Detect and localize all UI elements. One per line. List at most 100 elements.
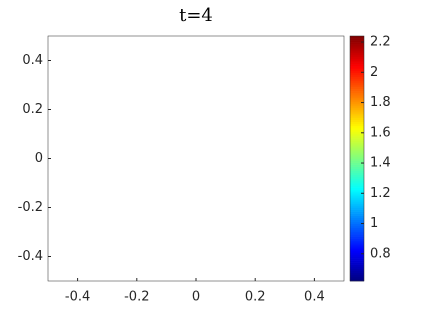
colorbar-swatch bbox=[350, 127, 364, 131]
colorbar-swatch bbox=[350, 197, 364, 200]
colorbar-swatch bbox=[350, 227, 364, 231]
x-tick-label: 0.4 bbox=[304, 290, 325, 305]
colorbar-swatch bbox=[350, 152, 364, 155]
y-tick-label: 0 bbox=[35, 151, 43, 166]
colorbar-swatch bbox=[350, 146, 364, 149]
colorbar-swatch bbox=[350, 221, 364, 225]
colorbar-swatch bbox=[350, 195, 364, 198]
colorbar-swatch bbox=[350, 105, 364, 108]
colorbar-swatch bbox=[350, 178, 364, 182]
colorbar-tick-label: 1.6 bbox=[370, 125, 391, 140]
colorbar-swatch bbox=[350, 272, 364, 276]
colorbar-swatch bbox=[350, 166, 364, 170]
colorbar-swatch bbox=[350, 250, 364, 253]
chart-title: t=4 bbox=[179, 5, 213, 26]
y-tick-label: 0.4 bbox=[22, 53, 43, 68]
colorbar-swatch bbox=[350, 68, 364, 72]
colorbar-swatch bbox=[350, 223, 364, 227]
colorbar-swatch bbox=[350, 183, 364, 186]
colorbar-swatch bbox=[350, 270, 364, 274]
colorbar-swatch bbox=[350, 50, 364, 53]
colorbar-swatch bbox=[350, 95, 364, 98]
colorbar-swatch bbox=[350, 201, 364, 204]
colorbar-swatch bbox=[350, 85, 364, 88]
colorbar-swatch bbox=[350, 170, 364, 174]
colorbar-swatch bbox=[350, 246, 364, 249]
colorbar-swatch bbox=[350, 36, 364, 39]
colorbar-swatch bbox=[350, 101, 364, 104]
colorbar-swatch bbox=[350, 240, 364, 243]
x-tick-label: -0.2 bbox=[124, 290, 149, 305]
colorbar-swatch bbox=[350, 219, 364, 223]
colorbar-swatch bbox=[350, 74, 364, 78]
colorbar-swatch bbox=[350, 258, 364, 261]
colorbar-tick-label: 2 bbox=[370, 65, 378, 80]
colorbar-swatch bbox=[350, 162, 364, 165]
colorbar-swatch bbox=[350, 232, 364, 235]
colorbar-swatch bbox=[350, 158, 364, 161]
colorbar-swatch bbox=[350, 242, 364, 245]
colorbar-swatch bbox=[350, 113, 364, 116]
colorbar-swatch bbox=[350, 268, 364, 272]
colorbar-swatch bbox=[350, 185, 364, 188]
colorbar-tick-label: 1.2 bbox=[370, 186, 391, 201]
colorbar-swatch bbox=[350, 205, 364, 208]
colorbar-swatch bbox=[350, 234, 364, 237]
colorbar-tick-label: 0.8 bbox=[370, 246, 391, 261]
colorbar-swatch bbox=[350, 154, 364, 157]
colorbar-swatch bbox=[350, 211, 364, 214]
colorbar-swatch bbox=[350, 207, 364, 210]
x-tick-label: 0 bbox=[192, 290, 200, 305]
colorbar-tick-label: 1 bbox=[370, 216, 378, 231]
colorbar-swatch bbox=[350, 93, 364, 96]
x-tick-label: 0.2 bbox=[245, 290, 266, 305]
colorbar-swatch bbox=[350, 203, 364, 206]
colorbar-swatch bbox=[350, 60, 364, 63]
colorbar-swatch bbox=[350, 252, 364, 255]
colorbar-swatch bbox=[350, 38, 364, 41]
colorbar-swatch bbox=[350, 229, 364, 233]
y-tick-label: -0.2 bbox=[18, 200, 43, 215]
colorbar-swatch bbox=[350, 244, 364, 247]
colorbar-swatch bbox=[350, 129, 364, 133]
colorbar-swatch bbox=[350, 187, 364, 190]
colorbar-swatch bbox=[350, 278, 364, 282]
colorbar-swatch bbox=[350, 56, 364, 59]
colorbar-swatch bbox=[350, 164, 364, 167]
colorbar-swatch bbox=[350, 48, 364, 51]
colorbar-swatch bbox=[350, 109, 364, 112]
colorbar-swatch bbox=[350, 236, 364, 239]
colorbar-swatch bbox=[350, 58, 364, 61]
colorbar-swatch bbox=[350, 213, 364, 216]
colorbar-swatch bbox=[350, 176, 364, 180]
colorbar-swatch bbox=[350, 276, 364, 280]
colorbar-swatch bbox=[350, 193, 364, 196]
colorbar-swatch bbox=[350, 260, 364, 263]
colorbar-swatch bbox=[350, 264, 364, 268]
colorbar-swatch bbox=[350, 119, 364, 123]
colorbar-swatch bbox=[350, 199, 364, 202]
colorbar-tick-label: 1.8 bbox=[370, 95, 391, 110]
colorbar-tick-label: 2.2 bbox=[370, 35, 391, 50]
x-tick-label: -0.4 bbox=[65, 290, 90, 305]
colorbar-swatch bbox=[350, 256, 364, 259]
colorbar-swatch bbox=[350, 107, 364, 110]
colorbar-swatch bbox=[350, 225, 364, 229]
colorbar-swatch bbox=[350, 266, 364, 270]
colorbar-swatch bbox=[350, 42, 364, 45]
colorbar-swatch bbox=[350, 82, 364, 86]
colorbar-swatch bbox=[350, 144, 364, 147]
colorbar-frame bbox=[349, 35, 365, 282]
y-tick-label: 0.2 bbox=[22, 102, 43, 117]
colorbar-swatch bbox=[350, 215, 364, 219]
colorbar-swatch bbox=[350, 131, 364, 135]
colorbar-swatch bbox=[350, 70, 364, 74]
colorbar-swatch bbox=[350, 40, 364, 43]
colorbar-swatch bbox=[350, 274, 364, 278]
colorbar-swatch bbox=[350, 156, 364, 159]
colorbar-swatch bbox=[350, 148, 364, 151]
colorbar-swatch bbox=[350, 248, 364, 251]
colorbar-swatch bbox=[350, 103, 364, 106]
